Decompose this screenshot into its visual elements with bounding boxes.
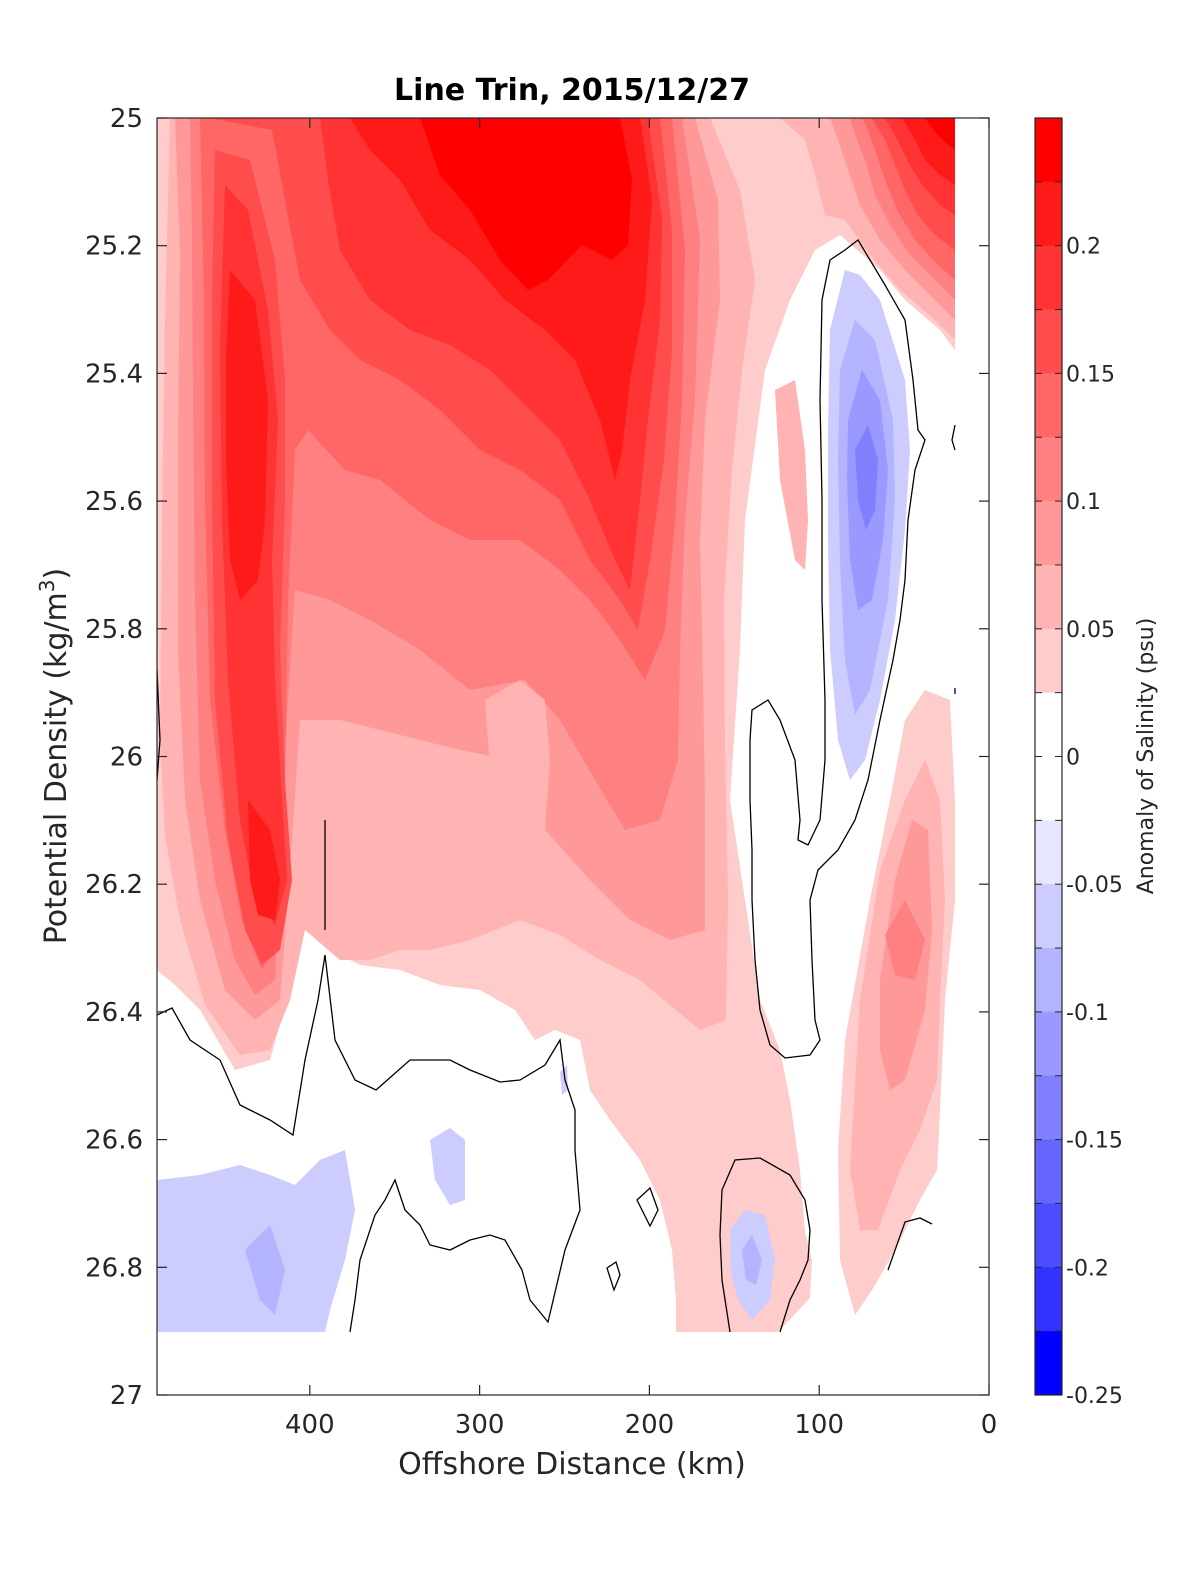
colorbar-tick-label: -0.2: [1066, 1256, 1109, 1281]
contour-fills: [157, 118, 955, 1332]
contour-band: [485, 680, 550, 850]
y-tick-label: 26.2: [85, 870, 143, 900]
colorbar-segment: [1035, 628, 1062, 694]
contour-band: [560, 1065, 568, 1095]
contour-band: [885, 900, 925, 980]
y-tick-label: 25.6: [85, 487, 143, 517]
colorbar-tick-label: -0.15: [1066, 1129, 1123, 1154]
colorbar-segment: [1035, 692, 1062, 757]
x-tick-label: 100: [794, 1410, 844, 1440]
y-tick-label: 26.8: [85, 1253, 143, 1283]
colorbar-segment: [1035, 820, 1062, 885]
zero-contour-line: [606, 1260, 621, 1292]
colorbar-segment: [1035, 437, 1062, 502]
zero-contour-line: [636, 1186, 659, 1228]
colorbar-tick-label: 0: [1066, 746, 1080, 771]
y-axis-label-close: ): [39, 568, 74, 580]
y-tick-label: 26.4: [85, 998, 143, 1028]
colorbar-segment: [1035, 1203, 1062, 1268]
contour-band: [742, 1235, 762, 1285]
zero-contour-lines: [157, 239, 956, 1333]
colorbar-segment: [1035, 373, 1062, 438]
zero-contour-line: [887, 1217, 933, 1271]
contour-band: [430, 1128, 465, 1205]
x-tick-label: 200: [625, 1410, 675, 1440]
colorbar-segment: [1035, 181, 1062, 247]
colorbar-segment: [1035, 756, 1062, 821]
contour-band: [855, 425, 878, 530]
colorbar-segment: [1035, 1011, 1062, 1077]
colorbar-segment: [1035, 1267, 1062, 1332]
contour-band: [226, 118, 652, 920]
x-tick-label: 0: [981, 1410, 998, 1440]
y-tick-label: 25.8: [85, 615, 143, 645]
colorbar-segment: [1035, 1331, 1062, 1396]
zero-contour-line: [951, 424, 956, 451]
colorbar: 0.2 0.15 0.1 0.05 0 -0.05 -0.1 -0.15 -0.2 -0.25: [1034, 117, 1123, 1409]
colorbar-tick-label: 0.05: [1066, 618, 1115, 643]
chart-title: Line Trin, 2015/12/27: [394, 73, 750, 108]
x-axis-ticks: 400 300 200 100 0: [285, 118, 997, 1440]
colorbar-segment: [1035, 245, 1062, 311]
x-tick-label: 400: [285, 1410, 335, 1440]
y-tick-label: 25.4: [85, 359, 143, 389]
y-tick-label: 25: [110, 104, 143, 134]
colorbar-tick-label: 0.15: [1066, 362, 1115, 387]
colorbar-segment: [1035, 1139, 1062, 1204]
x-axis-label: Offshore Distance (km): [398, 1447, 746, 1482]
y-axis-label-superscript: 3: [35, 579, 59, 592]
colorbar-segment: [1035, 948, 1062, 1013]
x-tick-label: 300: [455, 1410, 505, 1440]
colorbar-segment: [1035, 1075, 1062, 1141]
y-tick-label: 26: [110, 743, 143, 773]
zero-contour-line: [749, 239, 926, 1059]
y-tick-label: 26.6: [85, 1126, 143, 1156]
colorbar-tick-label: -0.05: [1066, 873, 1123, 898]
colorbar-segment: [1035, 564, 1062, 630]
zero-contour-line: [719, 1157, 811, 1333]
y-axis-label: Potential Density (kg/m3): [35, 568, 74, 944]
zero-contour-line: [157, 669, 161, 781]
contour-band: [420, 118, 632, 290]
zero-contour-line: [157, 954, 581, 1333]
colorbar-segment: [1035, 884, 1062, 949]
colorbar-label: Anomaly of Salinity (psu): [1134, 618, 1159, 895]
y-axis-label-main: Potential Density (kg/m: [39, 592, 74, 944]
contour-band: [245, 1225, 285, 1315]
colorbar-segment: [1035, 118, 1062, 183]
contour-band: [775, 380, 808, 570]
contour-band: [925, 118, 955, 150]
y-tick-label: 25.2: [85, 232, 143, 262]
colorbar-tick-label: 0.1: [1066, 490, 1101, 515]
colorbar-tick-label: -0.25: [1066, 1384, 1123, 1409]
colorbar-segment: [1035, 309, 1062, 374]
colorbar-tick-label: 0.2: [1066, 235, 1101, 260]
colorbar-tick-label: -0.1: [1066, 1001, 1109, 1026]
y-tick-label: 27: [110, 1381, 143, 1411]
y-axis-ticks: 25 25.2 25.4 25.6 25.8 26 26.2 26.4 26.6 26.8 27: [85, 104, 989, 1411]
colorbar-segment: [1035, 501, 1062, 566]
